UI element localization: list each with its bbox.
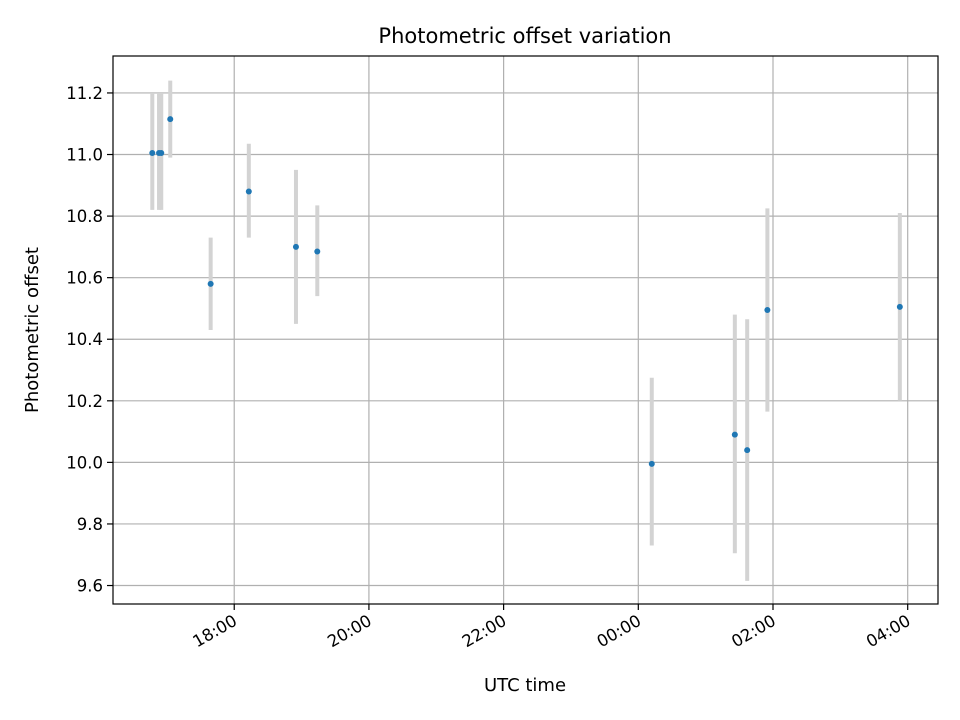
y-tick-label: 10.2	[66, 392, 103, 411]
data-point	[167, 116, 174, 123]
data-point	[158, 149, 165, 156]
y-tick-label: 11.2	[66, 84, 103, 103]
data-point	[744, 447, 751, 454]
y-tick-label: 10.0	[66, 453, 103, 472]
y-tick-label: 10.8	[66, 207, 103, 226]
data-point	[731, 431, 738, 438]
x-axis-label: UTC time	[484, 675, 566, 696]
y-tick-label: 10.6	[66, 269, 103, 288]
plot-frame	[112, 55, 939, 605]
data-point	[648, 460, 655, 467]
data-point	[207, 280, 214, 287]
y-axis-label: Photometric offset	[22, 247, 43, 413]
y-tick-label: 10.4	[66, 330, 103, 349]
data-point	[149, 149, 156, 156]
y-tick-label: 9.6	[77, 577, 103, 596]
y-axis-ticks: 9.6 9.8 10.0 10.2 10.4 10.6 10.8 11.0 11.2	[66, 84, 113, 596]
data-point	[314, 248, 321, 255]
data-point	[245, 188, 252, 195]
data-point	[764, 306, 771, 313]
y-tick-label: 11.0	[66, 146, 103, 165]
chart-title: Photometric offset variation	[378, 24, 671, 48]
data-points	[149, 116, 903, 467]
grid-lines	[113, 56, 938, 604]
data-point	[292, 243, 299, 250]
y-tick-label: 9.8	[77, 515, 103, 534]
data-point	[896, 303, 903, 310]
